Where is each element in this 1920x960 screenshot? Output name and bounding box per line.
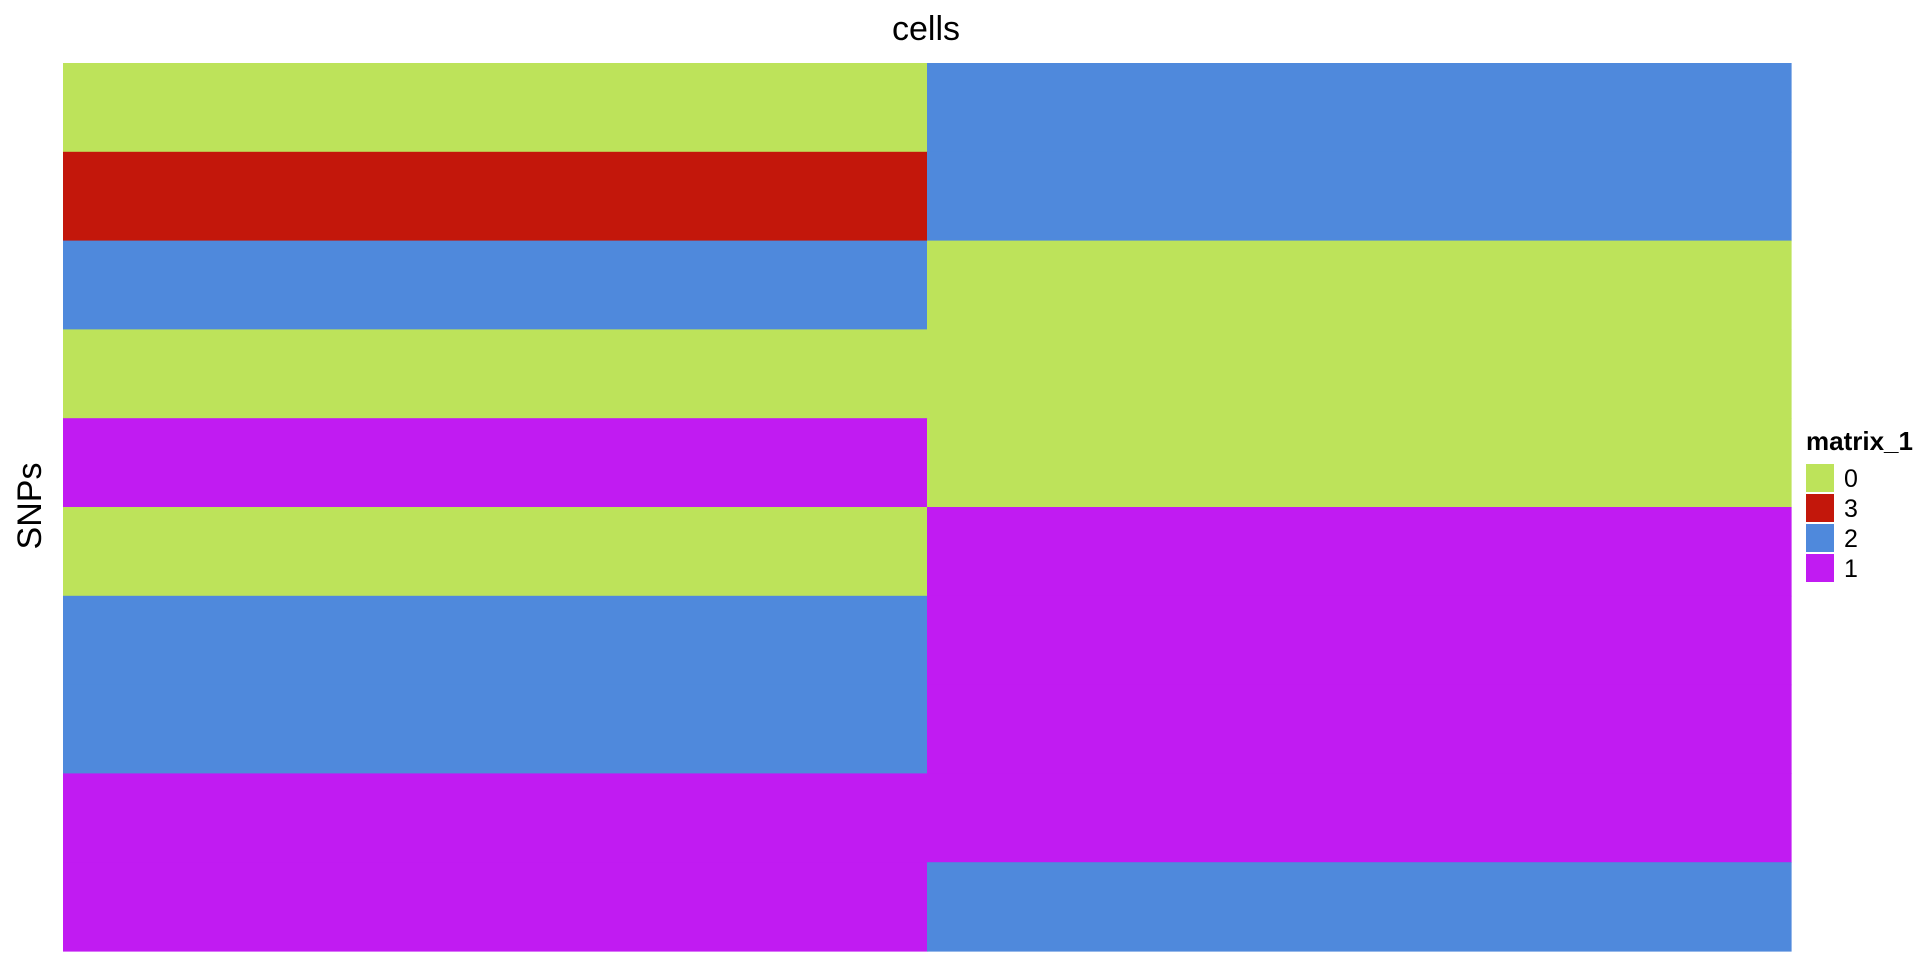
legend-swatch-1 <box>1806 554 1834 582</box>
heatmap-cell-r5-c2 <box>927 418 1792 508</box>
legend-label-0: 0 <box>1844 465 1858 493</box>
legend-swatch-0 <box>1806 464 1834 492</box>
heatmap-cell-r3-c1 <box>63 240 928 330</box>
heatmap-cell-r9-c2 <box>927 773 1792 863</box>
heatmap-cell-r8-c2 <box>927 684 1792 774</box>
legend-label-2: 2 <box>1844 525 1858 553</box>
legend-swatch-3 <box>1806 494 1834 522</box>
heatmap-cell-r1-c1 <box>63 63 928 153</box>
heatmap-cell-r7-c2 <box>927 595 1792 686</box>
heatmap-cell-r6-c1 <box>63 507 928 597</box>
heatmap-cell-r3-c2 <box>927 240 1792 330</box>
legend-title: matrix_1 <box>1806 426 1913 456</box>
legend-swatch-2 <box>1806 524 1834 552</box>
heatmap-cell-r4-c1 <box>63 329 928 419</box>
row-title: SNPs <box>11 463 49 550</box>
legend-label-1: 1 <box>1844 555 1858 583</box>
heatmap-cell-r1-c2 <box>927 63 1792 153</box>
heatmap-cell-r9-c1 <box>63 773 928 863</box>
column-title: cells <box>892 10 960 48</box>
heatmap-cell-r10-c1 <box>63 862 928 952</box>
heatmap-cell-r5-c1 <box>63 418 928 508</box>
heatmap-cell-r8-c1 <box>63 684 928 774</box>
heatmap-cell-r10-c2 <box>927 862 1792 952</box>
heatmap-cell-r6-c2 <box>927 507 1792 597</box>
legend-label-3: 3 <box>1844 495 1858 523</box>
heatmap-cell-r2-c2 <box>927 151 1792 242</box>
heatmap-cells <box>63 63 1792 952</box>
heatmap-cell-r4-c2 <box>927 329 1792 419</box>
heatmap-cell-r7-c1 <box>63 595 928 686</box>
heatmap-cell-r2-c1 <box>63 151 928 242</box>
